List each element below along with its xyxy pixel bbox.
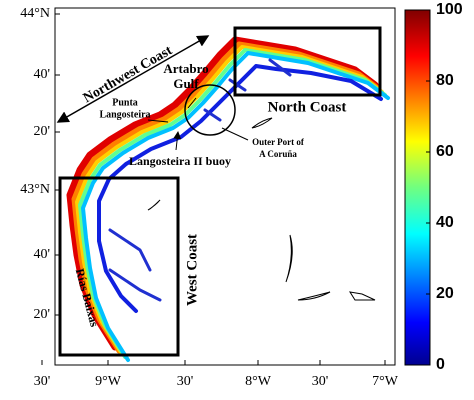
colorbar-label: 0 [436,356,445,373]
colorbar-label: 60 [436,143,454,160]
lon-label: 30' [177,374,194,389]
lat-label: 44°N [20,6,50,21]
colorbar-label: 20 [436,285,454,302]
annotation: Outer Port of [252,137,305,147]
punta-pointer [147,119,169,123]
colorbar-label: 100 [436,1,463,18]
lon-label: 8°W [245,374,272,389]
islands [147,117,376,301]
lat-label: 43°N [20,182,50,197]
lat-label: 20' [33,124,50,139]
colorbar-label: 40 [436,214,454,231]
annotation: A Coruña [259,149,297,159]
lat-label: 20' [33,307,50,322]
annotation: Gulf [173,76,199,91]
lat-label: 40' [33,247,50,262]
annotation: Langosteira II buoy [129,154,231,168]
west-box [58,176,180,357]
annotation: North Coast [268,99,347,115]
annotation: Langosteira [99,109,150,120]
lat-label: 40' [33,67,50,82]
buoy-pointer [173,131,182,151]
colorbar-label: 80 [436,72,454,89]
lon-label: 30' [312,374,329,389]
colorbar [404,9,431,366]
lon-label: 7°W [372,374,399,389]
map-frame [54,7,396,366]
lon-label: 9°W [95,374,122,389]
gulf-pointer [187,97,197,109]
port-pointer [221,127,249,141]
annotation: West Coast [184,234,200,306]
annotation: Artabro [163,61,208,76]
lon-label: 30' [34,374,51,389]
annotation: Punta [112,97,138,108]
coast-arrow [56,35,210,123]
north-box [233,26,382,97]
